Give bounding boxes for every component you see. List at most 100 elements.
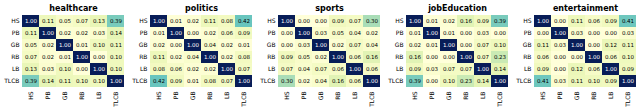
svg-text:0.16: 0.16	[366, 54, 379, 60]
svg-text:0.07: 0.07	[349, 18, 362, 24]
svg-text:0.03: 0.03	[42, 66, 55, 72]
svg-text:0.03: 0.03	[315, 30, 328, 36]
svg-text:1.00: 1.00	[366, 78, 379, 84]
svg-text:0.02: 0.02	[42, 42, 54, 48]
svg-text:0.07: 0.07	[238, 66, 251, 72]
svg-text:TLCB: TLCB	[131, 77, 147, 84]
svg-text:0.11: 0.11	[571, 78, 583, 84]
svg-text:0.16: 0.16	[409, 54, 422, 60]
svg-text:PB: PB	[396, 29, 404, 36]
svg-text:0.00: 0.00	[443, 54, 456, 60]
svg-text:0.02: 0.02	[221, 54, 233, 60]
svg-text:0.01: 0.01	[153, 30, 165, 36]
svg-text:RB: RB	[590, 92, 597, 100]
svg-text:0.06: 0.06	[332, 66, 345, 72]
svg-text:HS: HS	[11, 17, 20, 24]
svg-text:0.41: 0.41	[537, 78, 549, 84]
svg-text:0.01: 0.01	[59, 54, 71, 60]
svg-text:0.07: 0.07	[76, 18, 89, 24]
svg-text:0.30: 0.30	[366, 18, 379, 24]
svg-text:0.02: 0.02	[443, 18, 455, 24]
svg-text:0.11: 0.11	[622, 42, 634, 48]
svg-text:0.02: 0.02	[59, 30, 71, 36]
svg-text:HS: HS	[139, 17, 148, 24]
svg-text:0.14: 0.14	[42, 78, 55, 84]
svg-text:PB: PB	[428, 92, 435, 100]
svg-text:HS: HS	[267, 17, 276, 24]
svg-text:HS: HS	[411, 91, 418, 100]
svg-text:0.10: 0.10	[110, 54, 123, 60]
svg-text:0.11: 0.11	[153, 54, 165, 60]
svg-text:0.04: 0.04	[315, 78, 328, 84]
svg-text:0.01: 0.01	[76, 42, 88, 48]
svg-text:HS: HS	[283, 91, 290, 100]
svg-text:0.10: 0.10	[59, 66, 72, 72]
svg-text:1.00: 1.00	[332, 54, 345, 60]
svg-text:0.16: 0.16	[460, 18, 473, 24]
svg-text:0.00: 0.00	[460, 30, 473, 36]
svg-text:sports: sports	[315, 4, 344, 13]
svg-text:GB: GB	[139, 41, 148, 48]
svg-text:0.10: 0.10	[93, 42, 106, 48]
svg-text:0.09: 0.09	[537, 66, 550, 72]
svg-text:0.08: 0.08	[153, 66, 166, 72]
svg-text:0.09: 0.09	[281, 54, 294, 60]
svg-text:0.09: 0.09	[605, 78, 618, 84]
svg-text:0.10: 0.10	[494, 42, 507, 48]
svg-text:0.00: 0.00	[426, 54, 439, 60]
svg-text:0.00: 0.00	[298, 18, 311, 24]
svg-text:0.01: 0.01	[187, 78, 199, 84]
svg-text:PB: PB	[556, 92, 563, 100]
svg-text:0.13: 0.13	[93, 18, 106, 24]
svg-text:RB: RB	[139, 53, 147, 60]
svg-text:1.00: 1.00	[170, 30, 183, 36]
svg-text:1.00: 1.00	[59, 42, 72, 48]
svg-text:HS: HS	[539, 91, 546, 100]
svg-text:GB: GB	[523, 41, 532, 48]
svg-text:0.01: 0.01	[426, 42, 438, 48]
svg-text:0.03: 0.03	[622, 30, 635, 36]
svg-text:GB: GB	[395, 41, 404, 48]
svg-text:GB: GB	[267, 41, 276, 48]
svg-text:0.11: 0.11	[25, 30, 37, 36]
svg-text:0.39: 0.39	[110, 18, 123, 24]
svg-text:0.05: 0.05	[298, 54, 311, 60]
svg-text:1.00: 1.00	[93, 66, 106, 72]
svg-text:0.00: 0.00	[554, 66, 567, 72]
svg-text:0.00: 0.00	[588, 30, 601, 36]
svg-text:0.00: 0.00	[281, 30, 294, 36]
svg-text:0.11: 0.11	[42, 18, 54, 24]
svg-text:LB: LB	[12, 65, 19, 72]
svg-text:0.12: 0.12	[571, 66, 583, 72]
svg-text:0.00: 0.00	[494, 30, 507, 36]
svg-text:0.05: 0.05	[332, 30, 345, 36]
svg-text:0.04: 0.04	[298, 66, 311, 72]
svg-text:0.02: 0.02	[298, 78, 310, 84]
svg-text:0.07: 0.07	[281, 66, 294, 72]
svg-text:0.02: 0.02	[187, 18, 199, 24]
svg-text:PB: PB	[44, 92, 51, 100]
svg-text:1.00: 1.00	[221, 66, 234, 72]
svg-text:0.39: 0.39	[25, 78, 38, 84]
svg-text:0.03: 0.03	[298, 42, 311, 48]
svg-text:TLCB: TLCB	[496, 92, 503, 108]
svg-text:PB: PB	[140, 29, 148, 36]
svg-text:0.02: 0.02	[76, 30, 88, 36]
svg-text:0.06: 0.06	[349, 78, 362, 84]
svg-text:0.02: 0.02	[366, 30, 378, 36]
svg-text:1.00: 1.00	[76, 54, 89, 60]
svg-text:RB: RB	[206, 92, 213, 100]
svg-text:0.12: 0.12	[605, 42, 617, 48]
svg-text:1.00: 1.00	[187, 42, 200, 48]
svg-text:RB: RB	[395, 53, 403, 60]
svg-text:0.00: 0.00	[460, 42, 473, 48]
svg-text:0.10: 0.10	[110, 66, 123, 72]
svg-text:0.06: 0.06	[605, 54, 618, 60]
svg-text:jobEducation: jobEducation	[427, 4, 487, 13]
svg-text:0.07: 0.07	[477, 42, 490, 48]
svg-text:1.00: 1.00	[153, 18, 166, 24]
svg-text:0.00: 0.00	[571, 54, 584, 60]
svg-text:0.23: 0.23	[460, 78, 473, 84]
svg-text:0.01: 0.01	[426, 18, 438, 24]
svg-text:1.00: 1.00	[110, 78, 123, 84]
